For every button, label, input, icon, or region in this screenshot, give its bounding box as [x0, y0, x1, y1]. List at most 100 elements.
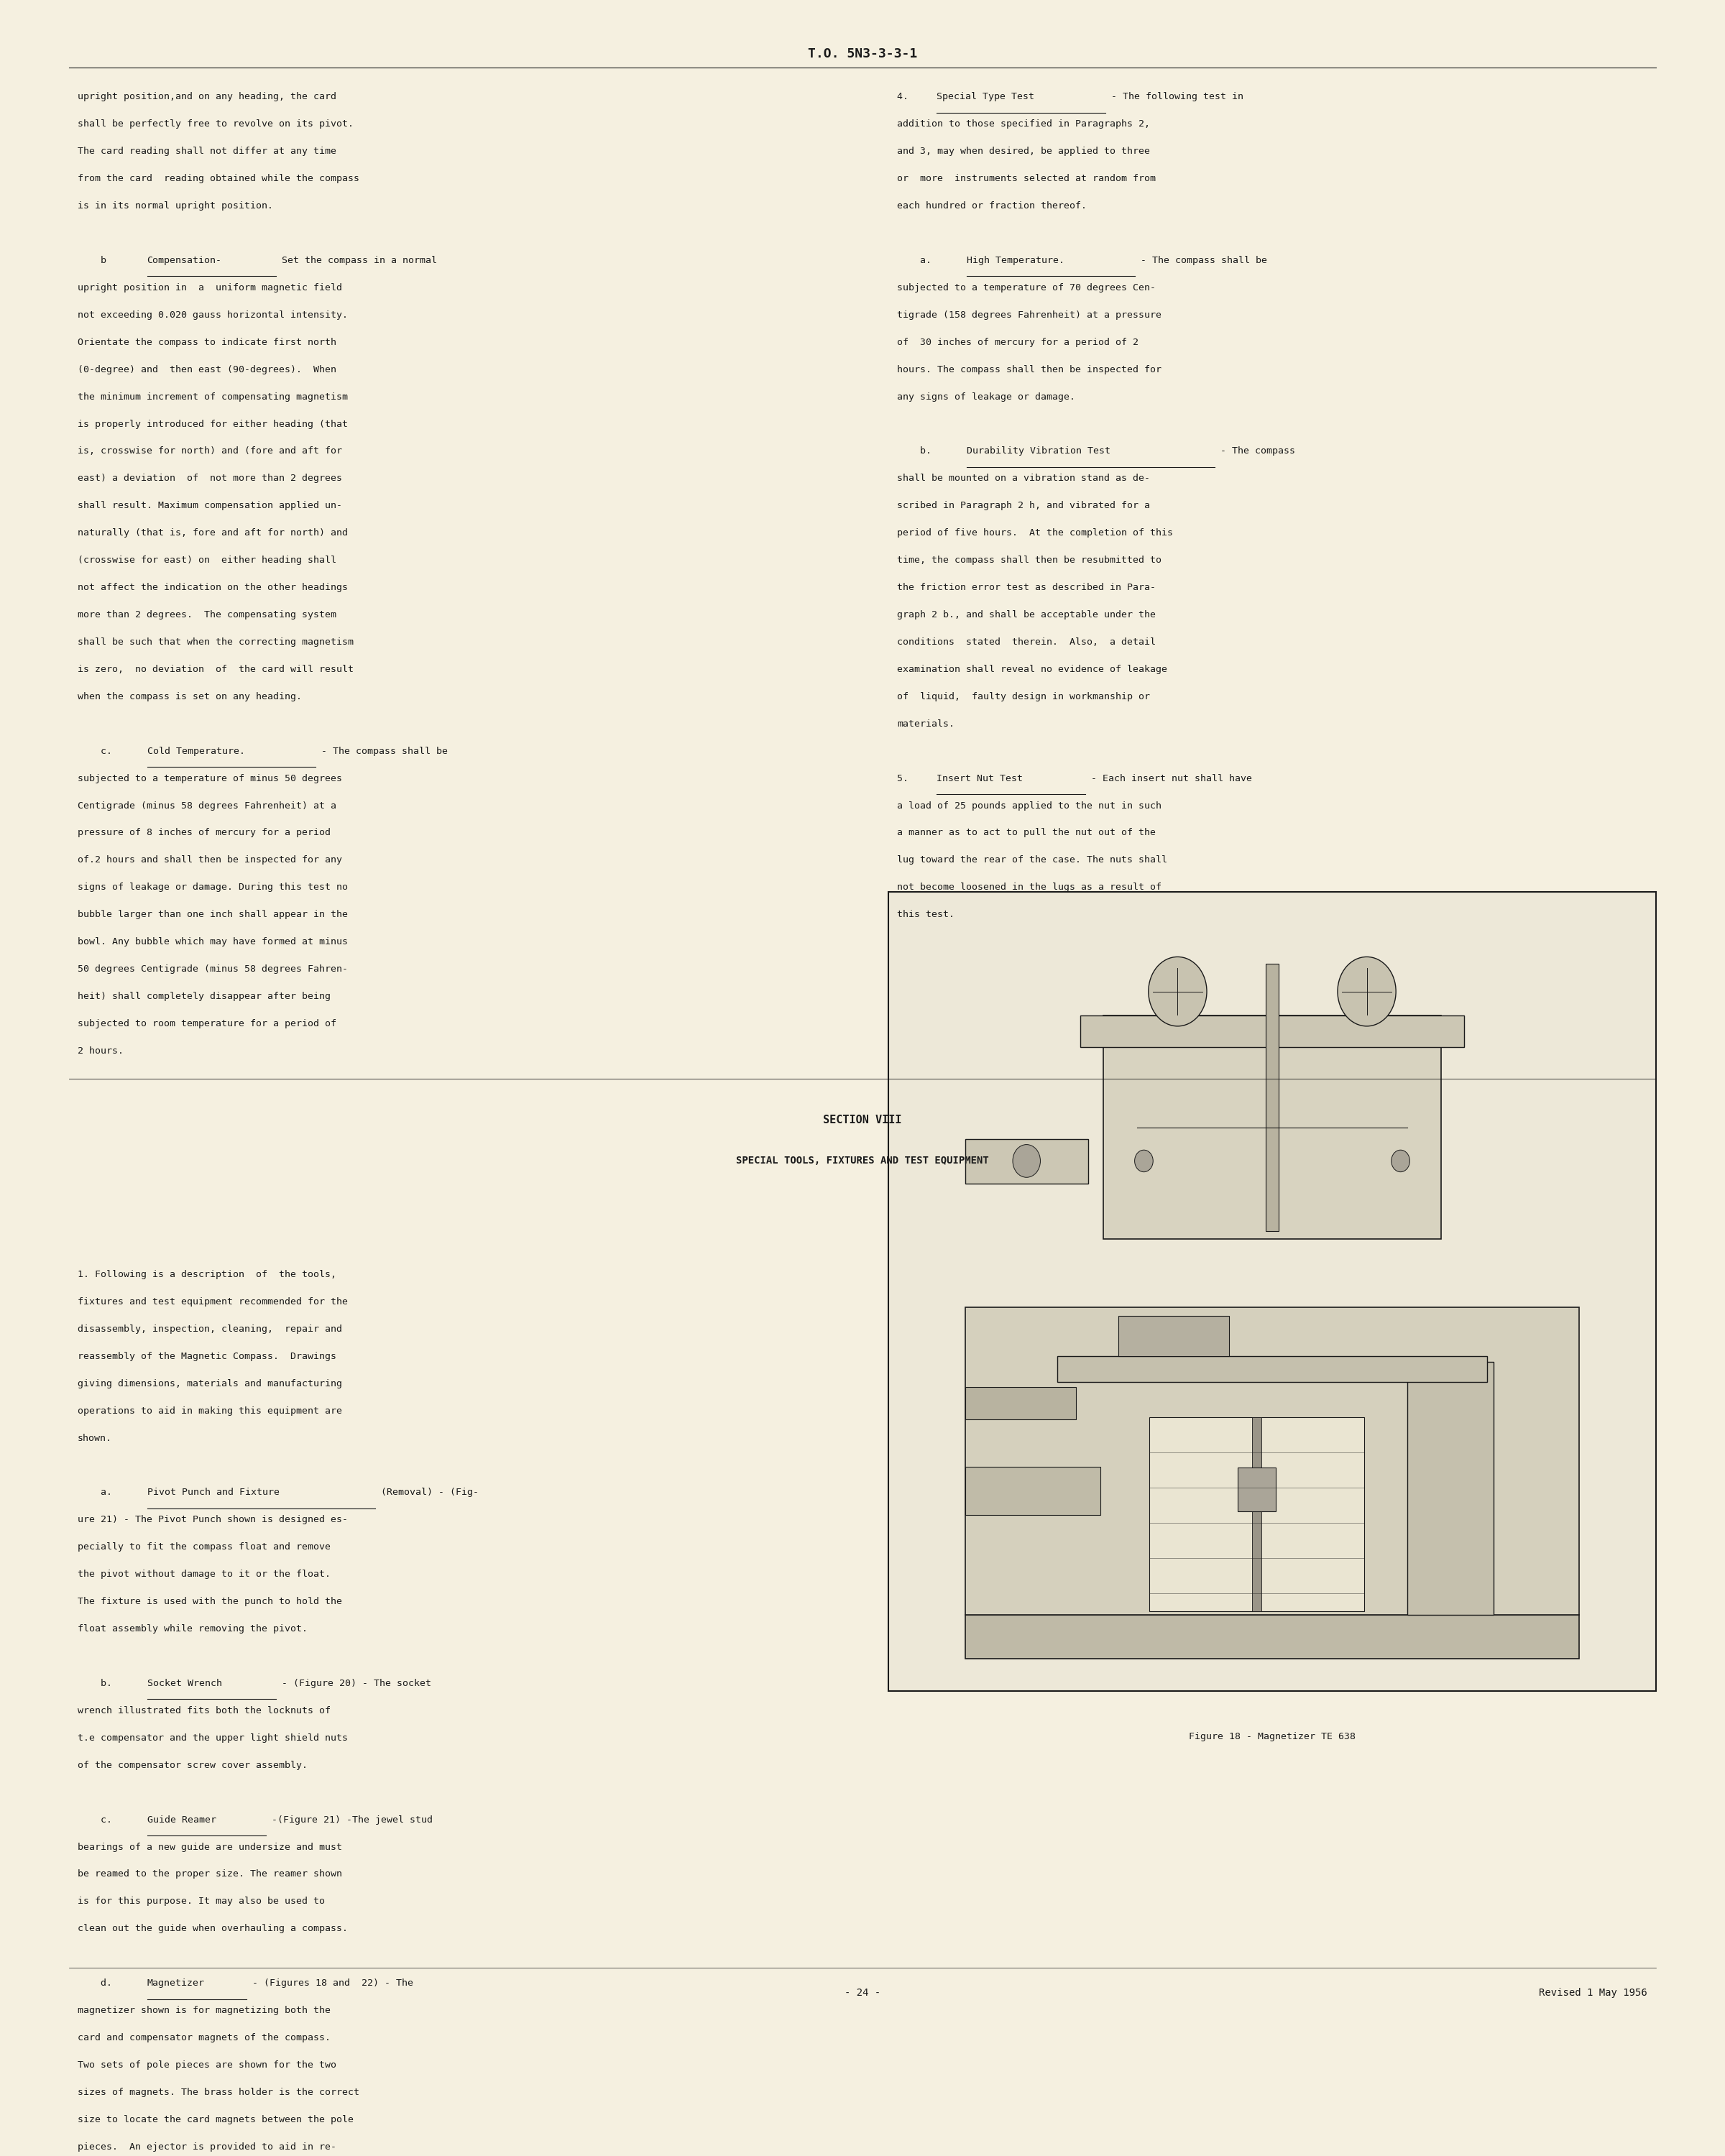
Text: fixtures and test equipment recommended for the: fixtures and test equipment recommended …	[78, 1298, 348, 1307]
Text: conditions  stated  therein.  Also,  a detail: conditions stated therein. Also, a detai…	[897, 638, 1156, 647]
Circle shape	[1135, 1149, 1152, 1173]
Bar	[1057, 1356, 1487, 1382]
Text: bowl. Any bubble which may have formed at minus: bowl. Any bubble which may have formed a…	[78, 938, 348, 946]
Text: is zero,  no deviation  of  the card will result: is zero, no deviation of the card will r…	[78, 664, 354, 675]
Text: magnetizer shown is for magnetizing both the: magnetizer shown is for magnetizing both…	[78, 2005, 331, 2016]
Text: Centigrade (minus 58 degrees Fahrenheit) at a: Centigrade (minus 58 degrees Fahrenheit)…	[78, 802, 336, 811]
Text: c.: c.	[78, 746, 117, 757]
Text: wrench illustrated fits both the locknuts of: wrench illustrated fits both the locknut…	[78, 1705, 331, 1716]
Text: subjected to a temperature of minus 50 degrees: subjected to a temperature of minus 50 d…	[78, 774, 342, 783]
Bar	[1080, 1015, 1465, 1048]
Text: float assembly while removing the pivot.: float assembly while removing the pivot.	[78, 1623, 307, 1634]
Text: of  30 inches of mercury for a period of 2: of 30 inches of mercury for a period of …	[897, 338, 1138, 347]
Text: is, crosswise for north) and (fore and aft for: is, crosswise for north) and (fore and a…	[78, 446, 342, 455]
Text: scribed in Paragraph 2 h, and vibrated for a: scribed in Paragraph 2 h, and vibrated f…	[897, 500, 1151, 511]
Text: Pivot Punch and Fixture: Pivot Punch and Fixture	[147, 1488, 279, 1496]
Text: pieces.  An ejector is provided to aid in re-: pieces. An ejector is provided to aid in…	[78, 2143, 336, 2152]
Text: this test.: this test.	[897, 910, 954, 918]
Text: 50 degrees Centigrade (minus 58 degrees Fahren-: 50 degrees Centigrade (minus 58 degrees …	[78, 964, 348, 975]
Text: The fixture is used with the punch to hold the: The fixture is used with the punch to ho…	[78, 1598, 342, 1606]
Text: giving dimensions, materials and manufacturing: giving dimensions, materials and manufac…	[78, 1380, 342, 1388]
Text: disassembly, inspection, cleaning,  repair and: disassembly, inspection, cleaning, repai…	[78, 1324, 342, 1335]
Text: pecially to fit the compass float and remove: pecially to fit the compass float and re…	[78, 1542, 331, 1552]
Text: each hundred or fraction thereof.: each hundred or fraction thereof.	[897, 201, 1087, 211]
Bar	[1408, 1363, 1494, 1615]
Text: (crosswise for east) on  either heading shall: (crosswise for east) on either heading s…	[78, 556, 336, 565]
Text: SECTION VIII: SECTION VIII	[823, 1115, 902, 1125]
Text: - The following test in: - The following test in	[1106, 93, 1244, 101]
Text: graph 2 b., and shall be acceptable under the: graph 2 b., and shall be acceptable unde…	[897, 610, 1156, 619]
Text: clean out the guide when overhauling a compass.: clean out the guide when overhauling a c…	[78, 1923, 348, 1934]
Text: bubble larger than one inch shall appear in the: bubble larger than one inch shall appear…	[78, 910, 348, 918]
Text: operations to aid in making this equipment are: operations to aid in making this equipme…	[78, 1406, 342, 1416]
Text: T.O. 5N3-3-3-1: T.O. 5N3-3-3-1	[807, 47, 918, 60]
Text: subjected to room temperature for a period of: subjected to room temperature for a peri…	[78, 1020, 336, 1028]
Text: Magnetizer: Magnetizer	[147, 1979, 205, 1988]
Text: period of five hours.  At the completion of this: period of five hours. At the completion …	[897, 528, 1173, 537]
Circle shape	[1013, 1145, 1040, 1177]
Text: of  liquid,  faulty design in workmanship or: of liquid, faulty design in workmanship …	[897, 692, 1151, 701]
Text: the pivot without damage to it or the float.: the pivot without damage to it or the fl…	[78, 1570, 331, 1578]
Text: shall be mounted on a vibration stand as de-: shall be mounted on a vibration stand as…	[897, 474, 1151, 483]
Text: Durability Vibration Test: Durability Vibration Test	[966, 446, 1111, 455]
Text: the minimum increment of compensating magnetism: the minimum increment of compensating ma…	[78, 392, 348, 401]
Text: naturally (that is, fore and aft for north) and: naturally (that is, fore and aft for nor…	[78, 528, 348, 537]
Text: shall be perfectly free to revolve on its pivot.: shall be perfectly free to revolve on it…	[78, 119, 354, 129]
Text: Orientate the compass to indicate first north: Orientate the compass to indicate first …	[78, 338, 336, 347]
Text: Figure 18 - Magnetizer TE 638: Figure 18 - Magnetizer TE 638	[1189, 1731, 1356, 1742]
Text: d.: d.	[78, 1979, 117, 1988]
Text: card and compensator magnets of the compass.: card and compensator magnets of the comp…	[78, 2033, 331, 2042]
Text: east) a deviation  of  not more than 2 degrees: east) a deviation of not more than 2 deg…	[78, 474, 342, 483]
Text: SPECIAL TOOLS, FIXTURES AND TEST EQUIPMENT: SPECIAL TOOLS, FIXTURES AND TEST EQUIPME…	[737, 1156, 988, 1166]
Text: 5.: 5.	[897, 774, 919, 783]
Text: pressure of 8 inches of mercury for a period: pressure of 8 inches of mercury for a pe…	[78, 828, 331, 837]
Circle shape	[1149, 957, 1208, 1026]
Bar	[1118, 1315, 1230, 1356]
Bar	[888, 893, 1656, 1690]
Text: c.: c.	[78, 1815, 117, 1824]
Text: subjected to a temperature of 70 degrees Cen-: subjected to a temperature of 70 degrees…	[897, 282, 1156, 293]
Text: High Temperature.: High Temperature.	[966, 257, 1064, 265]
Text: examination shall reveal no evidence of leakage: examination shall reveal no evidence of …	[897, 664, 1168, 675]
Text: (0-degree) and  then east (90-degrees).  When: (0-degree) and then east (90-degrees). W…	[78, 364, 336, 375]
Text: - The compass: - The compass	[1214, 446, 1295, 455]
Bar	[1237, 1468, 1276, 1511]
Text: b.: b.	[78, 1680, 117, 1688]
Text: Guide Reamer: Guide Reamer	[147, 1815, 216, 1824]
Text: more than 2 degrees.  The compensating system: more than 2 degrees. The compensating sy…	[78, 610, 336, 619]
Text: sizes of magnets. The brass holder is the correct: sizes of magnets. The brass holder is th…	[78, 2087, 359, 2098]
Text: is in its normal upright position.: is in its normal upright position.	[78, 201, 273, 211]
Text: heit) shall completely disappear after being: heit) shall completely disappear after b…	[78, 992, 331, 1000]
Text: upright position in  a  uniform magnetic field: upright position in a uniform magnetic f…	[78, 282, 342, 293]
Text: bearings of a new guide are undersize and must: bearings of a new guide are undersize an…	[78, 1843, 342, 1852]
Text: ure 21) - The Pivot Punch shown is designed es-: ure 21) - The Pivot Punch shown is desig…	[78, 1516, 348, 1524]
Text: shall be such that when the correcting magnetism: shall be such that when the correcting m…	[78, 638, 354, 647]
Text: upright position,and on any heading, the card: upright position,and on any heading, the…	[78, 93, 336, 101]
Text: b.: b.	[897, 446, 937, 455]
Bar	[1149, 1416, 1364, 1611]
Text: be reamed to the proper size. The reamer shown: be reamed to the proper size. The reamer…	[78, 1869, 342, 1878]
Text: a load of 25 pounds applied to the nut in such: a load of 25 pounds applied to the nut i…	[897, 802, 1161, 811]
Text: 2 hours.: 2 hours.	[78, 1046, 124, 1056]
Text: Set the compass in a normal: Set the compass in a normal	[276, 257, 436, 265]
Text: tigrade (158 degrees Fahrenheit) at a pressure: tigrade (158 degrees Fahrenheit) at a pr…	[897, 310, 1161, 319]
Bar	[966, 1615, 1580, 1658]
Text: a.: a.	[78, 1488, 117, 1496]
Circle shape	[1337, 957, 1396, 1026]
Text: materials.: materials.	[897, 720, 954, 729]
Text: 1. Following is a description  of  the tools,: 1. Following is a description of the too…	[78, 1270, 336, 1279]
Text: size to locate the card magnets between the pole: size to locate the card magnets between …	[78, 2115, 354, 2124]
Text: and 3, may when desired, be applied to three: and 3, may when desired, be applied to t…	[897, 147, 1151, 155]
Text: - (Figure 20) - The socket: - (Figure 20) - The socket	[276, 1680, 431, 1688]
Text: hours. The compass shall then be inspected for: hours. The compass shall then be inspect…	[897, 364, 1161, 375]
Text: (Removal) - (Fig-: (Removal) - (Fig-	[376, 1488, 480, 1496]
Text: Insert Nut Test: Insert Nut Test	[937, 774, 1023, 783]
Text: t.e compensator and the upper light shield nuts: t.e compensator and the upper light shie…	[78, 1733, 348, 1742]
Text: a manner as to act to pull the nut out of the: a manner as to act to pull the nut out o…	[897, 828, 1156, 837]
Text: is for this purpose. It may also be used to: is for this purpose. It may also be used…	[78, 1897, 324, 1906]
Text: from the card  reading obtained while the compass: from the card reading obtained while the…	[78, 175, 359, 183]
Text: -(Figure 21) -The jewel stud: -(Figure 21) -The jewel stud	[266, 1815, 433, 1824]
Text: of.2 hours and shall then be inspected for any: of.2 hours and shall then be inspected f…	[78, 856, 342, 865]
Bar	[966, 1386, 1076, 1419]
Bar	[1266, 964, 1278, 1231]
